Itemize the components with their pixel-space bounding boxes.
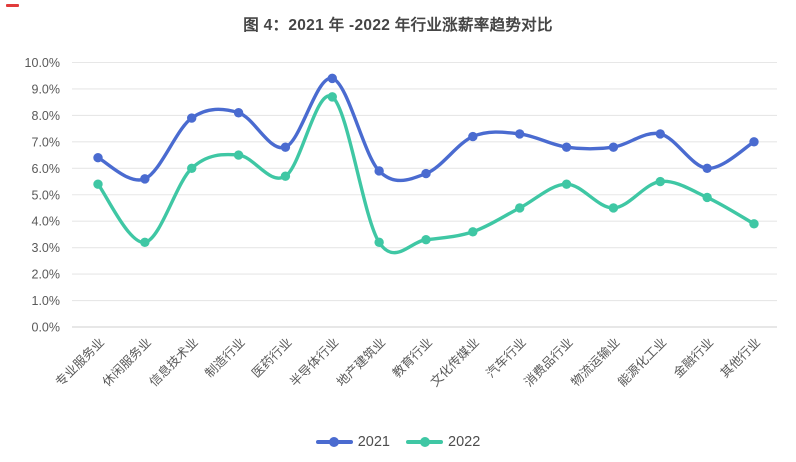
svg-text:制造行业: 制造行业 xyxy=(202,335,247,380)
svg-text:地产建筑业: 地产建筑业 xyxy=(333,335,388,390)
svg-text:信息技术业: 信息技术业 xyxy=(146,335,201,390)
legend-marker-2022-icon xyxy=(406,437,443,447)
svg-text:7.0%: 7.0% xyxy=(32,135,61,149)
svg-text:0.0%: 0.0% xyxy=(32,321,61,335)
svg-text:9.0%: 9.0% xyxy=(32,82,61,96)
svg-text:休闲服务业: 休闲服务业 xyxy=(99,335,154,390)
legend-item-2022: 2022 xyxy=(406,434,480,450)
svg-text:5.0%: 5.0% xyxy=(32,188,61,202)
svg-text:能源化工业: 能源化工业 xyxy=(615,335,669,389)
svg-text:1.0%: 1.0% xyxy=(32,294,61,308)
legend-marker-2021-icon xyxy=(315,437,353,447)
svg-text:消费品行业: 消费品行业 xyxy=(522,335,576,389)
svg-text:金融行业: 金融行业 xyxy=(670,335,716,381)
svg-text:6.0%: 6.0% xyxy=(32,162,61,176)
svg-text:医药行业: 医药行业 xyxy=(249,335,294,380)
svg-text:10.0%: 10.0% xyxy=(25,56,60,70)
chart-title: 图 4：2021 年 -2022 年行业涨薪率趋势对比 xyxy=(243,17,553,34)
svg-text:8.0%: 8.0% xyxy=(32,109,61,123)
svg-text:半导体行业: 半导体行业 xyxy=(287,335,341,389)
legend-label-2021: 2021 xyxy=(357,434,390,450)
svg-text:专业服务业: 专业服务业 xyxy=(52,335,107,390)
svg-text:教育行业: 教育行业 xyxy=(389,335,435,381)
svg-text:其他行业: 其他行业 xyxy=(718,335,763,380)
svg-text:4.0%: 4.0% xyxy=(32,215,61,229)
legend-item-2021: 2021 xyxy=(315,434,390,450)
red-dash-mark xyxy=(6,4,19,7)
svg-text:3.0%: 3.0% xyxy=(32,241,61,255)
svg-text:汽车行业: 汽车行业 xyxy=(483,335,529,381)
svg-text:2.0%: 2.0% xyxy=(32,268,61,282)
svg-text:物流运输业: 物流运输业 xyxy=(568,335,623,390)
chart-legend: 2021 2022 xyxy=(0,434,796,450)
legend-label-2022: 2022 xyxy=(448,434,481,450)
svg-text:文化传媒业: 文化传媒业 xyxy=(427,335,482,390)
